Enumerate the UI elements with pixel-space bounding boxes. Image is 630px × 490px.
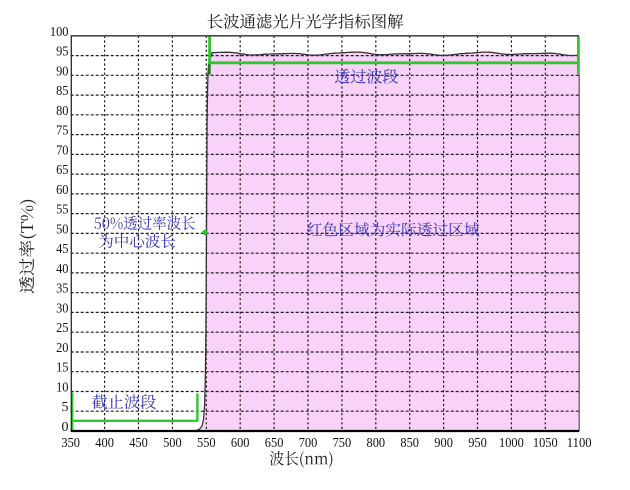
svg-text:70: 70 (56, 143, 68, 158)
svg-text:25: 25 (56, 321, 68, 336)
svg-text:850: 850 (400, 436, 419, 451)
svg-text:450: 450 (129, 436, 148, 451)
svg-text:75: 75 (56, 124, 68, 139)
svg-text:15: 15 (56, 361, 68, 376)
svg-text:55: 55 (56, 203, 68, 218)
svg-text:1100: 1100 (567, 436, 592, 451)
svg-text:60: 60 (56, 183, 68, 198)
svg-text:600: 600 (231, 436, 250, 451)
svg-text:0: 0 (62, 420, 69, 435)
svg-text:20: 20 (56, 341, 68, 356)
svg-text:45: 45 (56, 242, 68, 257)
svg-text:550: 550 (197, 436, 216, 451)
svg-text:700: 700 (299, 436, 318, 451)
svg-text:35: 35 (56, 282, 68, 297)
svg-text:350: 350 (61, 436, 80, 451)
svg-text:90: 90 (56, 64, 68, 79)
svg-text:10: 10 (56, 381, 68, 396)
svg-text:30: 30 (56, 301, 68, 316)
svg-text:500: 500 (163, 436, 182, 451)
svg-text:40: 40 (56, 262, 68, 277)
svg-text:800: 800 (367, 436, 386, 451)
svg-text:5: 5 (62, 400, 69, 415)
svg-text:750: 750 (333, 436, 352, 451)
svg-text:650: 650 (265, 436, 284, 451)
svg-text:900: 900 (434, 436, 453, 451)
svg-text:950: 950 (468, 436, 487, 451)
svg-text:400: 400 (95, 436, 114, 451)
svg-text:80: 80 (56, 104, 68, 119)
svg-text:1050: 1050 (533, 436, 558, 451)
svg-text:1000: 1000 (499, 436, 524, 451)
svg-text:85: 85 (56, 84, 68, 99)
svg-text:65: 65 (56, 163, 68, 178)
svg-text:50: 50 (56, 222, 68, 237)
svg-text:95: 95 (56, 45, 68, 60)
svg-text:100: 100 (50, 25, 69, 40)
